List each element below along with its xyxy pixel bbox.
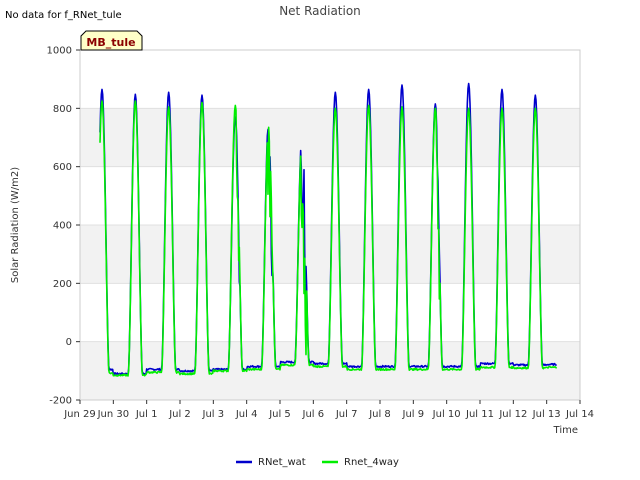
- x-tick-label-6: Jul 5: [268, 409, 291, 420]
- x-tick-label-12: Jul 11: [465, 409, 494, 420]
- x-tick-label-5: Jul 4: [235, 409, 258, 420]
- y-axis-label: Solar Radiation (W/m2): [10, 167, 21, 283]
- x-tick-label-15: Jul 14: [565, 409, 594, 420]
- site-label-box: [80, 30, 143, 51]
- x-tick-label-1: Jun 30: [97, 409, 130, 420]
- x-tick-label-9: Jul 8: [368, 409, 391, 420]
- y-tick-label-5: 800: [53, 104, 72, 115]
- x-tick-label-11: Jul 10: [432, 409, 461, 420]
- x-tick-label-3: Jul 2: [168, 409, 191, 420]
- x-tick-label-8: Jul 7: [335, 409, 358, 420]
- y-axis-ticks: -200 0 200 400 600 800 1000: [47, 46, 80, 407]
- site-label: MB_tule: [86, 36, 135, 49]
- series-group: [99, 82, 558, 377]
- x-tick-label-4: Jul 3: [202, 409, 225, 420]
- legend-item-rnet-4way: Rnet_4way: [322, 457, 399, 468]
- y-tick-label-4: 600: [53, 162, 72, 173]
- x-axis-ticks: Jun 29 Jun 30 Jul 1 Jul 2 Jul 3 Jul 4 Jul 5 Jul…: [63, 400, 594, 420]
- band-4: [80, 108, 580, 167]
- legend-item-rnet-wat: RNet_wat: [236, 457, 306, 468]
- legend: RNet_wat Rnet_4way: [236, 457, 399, 468]
- x-axis-label: Time: [553, 425, 578, 436]
- x-tick-label-0: Jun 29: [63, 409, 96, 420]
- y-tick-label-6: 1000: [47, 46, 72, 57]
- legend-label-rnet-wat: RNet_wat: [258, 457, 306, 468]
- site-label-badge: MB_tule: [80, 30, 143, 51]
- no-data-note: No data for f_RNet_tule: [5, 10, 122, 21]
- x-tick-label-2: Jul 1: [135, 409, 158, 420]
- y-tick-label-3: 400: [53, 221, 72, 232]
- chart-title: Net Radiation: [279, 4, 361, 18]
- legend-label-rnet-4way: Rnet_4way: [344, 457, 399, 468]
- series-line-rnet-4way: [99, 100, 558, 377]
- y-tick-label-2: 200: [53, 279, 72, 290]
- x-tick-label-7: Jul 6: [302, 409, 325, 420]
- y-tick-label-0: -200: [49, 396, 72, 407]
- x-tick-label-13: Jul 12: [498, 409, 527, 420]
- x-tick-label-14: Jul 13: [532, 409, 561, 420]
- y-tick-label-1: 0: [66, 337, 72, 348]
- background-bands: [80, 108, 580, 400]
- x-tick-label-10: Jul 9: [402, 409, 425, 420]
